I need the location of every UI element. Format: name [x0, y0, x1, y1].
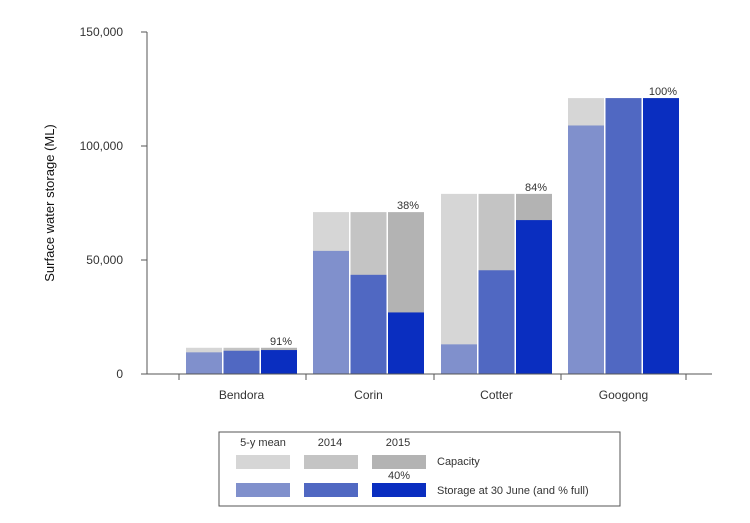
storage-bar-cotter-1 [478, 270, 515, 374]
capacity-bar-cotter-0 [441, 193, 477, 374]
pct-full-label-corin: 38% [397, 200, 419, 212]
pct-full-label-googong: 100% [649, 86, 677, 98]
storage-bar-cotter-0 [441, 344, 477, 374]
storage-bar-corin-2 [388, 312, 424, 374]
storage-bar-googong-1 [605, 98, 642, 375]
storage-bar-corin-0 [313, 250, 349, 374]
legend-capacity-swatch-2015 [372, 455, 426, 469]
category-label-cotter: Cotter [480, 388, 513, 402]
y-tick-label: 100,000 [80, 139, 124, 153]
legend-header-2015: 2015 [386, 437, 410, 449]
legend-storage-label: Storage at 30 June (and % full) [437, 485, 589, 497]
storage-bar-bendora-0 [186, 352, 222, 374]
storage-bar-bendora-2 [261, 350, 297, 374]
legend-header-2014: 2014 [318, 437, 342, 449]
pct-full-label-bendora: 91% [270, 336, 292, 348]
storage-bar-corin-1 [350, 274, 387, 374]
storage-bar-bendora-1 [223, 350, 260, 374]
pct-full-label-cotter: 84% [525, 182, 547, 194]
storage-bar-googong-2 [643, 98, 679, 375]
storage-bar-cotter-2 [516, 220, 552, 374]
category-label-corin: Corin [354, 388, 383, 402]
legend-capacity-swatch-mean [236, 455, 290, 469]
y-tick-label: 0 [116, 367, 123, 381]
storage-bar-googong-0 [568, 125, 604, 374]
legend-example-pct: 40% [388, 470, 410, 482]
legend-storage-swatch-mean [236, 483, 290, 497]
legend: 5-y mean 2014 2015 Capacity 40% Storage … [218, 431, 621, 507]
legend-capacity-label: Capacity [437, 456, 480, 468]
legend-capacity-swatch-2014 [304, 455, 358, 469]
y-tick-label: 50,000 [86, 253, 123, 267]
y-tick-label: 150,000 [80, 25, 124, 39]
y-axis-label: Surface water storage (ML) [42, 124, 57, 282]
legend-storage-swatch-2015 [372, 483, 426, 497]
legend-storage-swatch-2014 [304, 483, 358, 497]
category-label-googong: Googong [599, 388, 648, 402]
category-label-bendora: Bendora [219, 388, 265, 402]
legend-header-mean: 5-y mean [240, 437, 286, 449]
